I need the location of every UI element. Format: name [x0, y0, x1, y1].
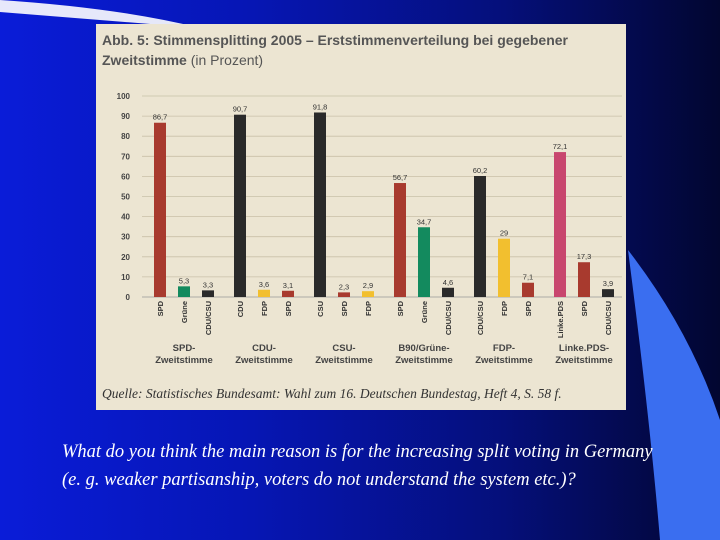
- data-label: 17,3: [577, 252, 592, 261]
- data-label: 34,7: [417, 217, 432, 226]
- data-label: 56,7: [393, 173, 408, 182]
- data-label: 86,7: [153, 113, 168, 122]
- y-tick-label: 50: [121, 193, 130, 202]
- data-label: 3,1: [283, 281, 293, 290]
- category-label: Grüne: [420, 301, 429, 323]
- bar: [394, 183, 406, 297]
- data-label: 7,1: [523, 273, 533, 282]
- group-label: Zweitstimme: [315, 355, 373, 366]
- bar: [474, 175, 486, 297]
- category-label: SPD: [156, 300, 165, 316]
- category-label: CDU/CSU: [444, 301, 453, 335]
- chart-title: Abb. 5: Stimmensplitting 2005 – Erststim…: [102, 30, 617, 70]
- y-tick-label: 0: [126, 293, 131, 302]
- y-tick-label: 10: [121, 273, 130, 282]
- y-tick-label: 60: [121, 172, 130, 181]
- group-label: B90/Grüne-: [398, 343, 449, 354]
- group-label: CSU-: [332, 343, 355, 354]
- category-label: Grüne: [180, 301, 189, 323]
- bar: [602, 289, 614, 297]
- group-label: Zweitstimme: [235, 355, 293, 366]
- data-label: 2,9: [363, 281, 373, 290]
- y-tick-label: 40: [121, 213, 130, 222]
- category-label: SPD: [340, 300, 349, 316]
- data-label: 2,3: [339, 282, 349, 291]
- chart-source: Quelle: Statistisches Bundesamt: Wahl zu…: [102, 386, 562, 401]
- bar: [234, 114, 246, 298]
- category-label: SPD: [396, 300, 405, 316]
- group-label: Zweitstimme: [555, 355, 613, 366]
- category-label: FDP: [364, 301, 373, 316]
- data-label: 91,8: [313, 102, 328, 111]
- data-label: 60,2: [473, 166, 488, 175]
- bar: [362, 291, 374, 297]
- category-label: Linke.PDS: [556, 301, 565, 338]
- bar: [314, 112, 326, 298]
- bar: [178, 286, 190, 297]
- bar: [442, 287, 454, 297]
- bar: [498, 238, 510, 297]
- y-tick-label: 70: [121, 152, 130, 161]
- group-label: Zweitstimme: [395, 355, 453, 366]
- chart-panel: Abb. 5: Stimmensplitting 2005 – Erststim…: [96, 24, 626, 410]
- data-label: 90,7: [233, 105, 248, 114]
- y-tick-label: 80: [121, 132, 130, 141]
- group-label: Zweitstimme: [155, 355, 213, 366]
- y-tick-label: 20: [121, 253, 130, 262]
- bar: [554, 152, 566, 297]
- category-label: CSU: [316, 301, 325, 317]
- group-label: CDU-: [252, 343, 276, 354]
- y-tick-label: 30: [121, 233, 130, 242]
- group-label: Linke.PDS-: [559, 343, 609, 354]
- bar: [282, 290, 294, 297]
- bar: [578, 262, 590, 297]
- chart-title-text: Abb. 5: Stimmensplitting 2005 – Erststim…: [102, 32, 569, 68]
- group-label: FDP-: [493, 343, 515, 354]
- y-tick-label: 100: [117, 92, 131, 101]
- bar-chart: 0 10 20 30 40 50 60 70 80 90 100 86,7 SPD 5,3 Grüne 3,3…: [117, 92, 622, 366]
- group-label: SPD-: [173, 343, 196, 354]
- category-label: CDU/CSU: [204, 301, 213, 335]
- y-tick-label: 90: [121, 112, 130, 121]
- chart-title-unit: (in Prozent): [190, 52, 264, 68]
- category-label: SPD: [284, 300, 293, 316]
- data-label: 72,1: [553, 142, 568, 151]
- data-label: 3,9: [603, 279, 613, 288]
- bar: [418, 227, 430, 297]
- bar: [202, 290, 214, 297]
- category-label: CDU/CSU: [476, 301, 485, 335]
- category-label: SPD: [524, 300, 533, 316]
- category-label: CDU: [236, 301, 245, 317]
- category-label: FDP: [260, 301, 269, 316]
- data-label: 3,6: [259, 280, 269, 289]
- category-label: FDP: [500, 301, 509, 316]
- data-label: 3,3: [203, 280, 213, 289]
- slide-question: What do you think the main reason is for…: [62, 442, 653, 490]
- category-label: CDU/CSU: [604, 301, 613, 335]
- bar: [522, 282, 534, 297]
- category-label: SPD: [580, 300, 589, 316]
- data-label: 29: [500, 229, 508, 238]
- data-label: 4,6: [443, 278, 453, 287]
- data-label: 5,3: [179, 276, 189, 285]
- bar: [338, 292, 350, 297]
- group-label: Zweitstimme: [475, 355, 533, 366]
- bar: [258, 289, 270, 297]
- bar: [154, 122, 166, 297]
